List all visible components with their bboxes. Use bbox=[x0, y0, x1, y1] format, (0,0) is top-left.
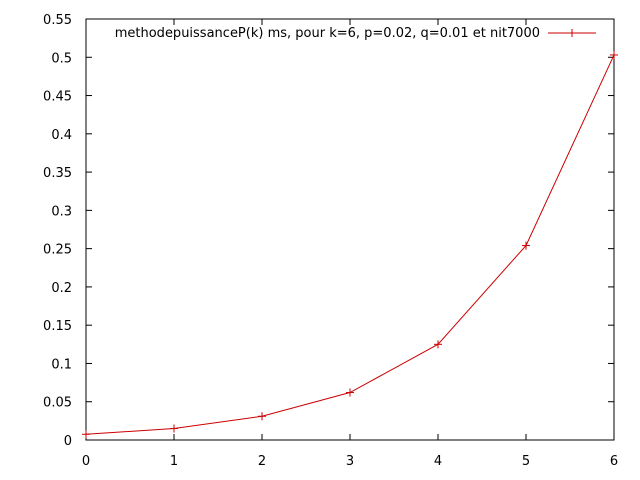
y-tick-label: 0.5 bbox=[51, 51, 72, 66]
data-point bbox=[82, 430, 90, 439]
data-point bbox=[522, 241, 530, 250]
data-point bbox=[610, 50, 618, 59]
data-point bbox=[346, 388, 354, 397]
y-tick-label: 0 bbox=[64, 434, 72, 449]
legend-marker bbox=[568, 29, 576, 37]
x-tick-label: 2 bbox=[258, 454, 266, 469]
data-point bbox=[434, 340, 442, 349]
data-point bbox=[170, 424, 178, 433]
series-line bbox=[85, 54, 615, 435]
y-tick-label: 0.15 bbox=[43, 319, 72, 334]
y-tick-label: 0.25 bbox=[43, 243, 72, 258]
series-layer bbox=[82, 50, 618, 439]
y-tick-label: 0.4 bbox=[51, 128, 72, 143]
y-tick-label: 0.3 bbox=[51, 204, 72, 219]
legend-label: methodepuissanceP(k) ms, pour k=6, p=0.0… bbox=[115, 26, 540, 41]
data-point bbox=[258, 412, 266, 421]
y-tick-label: 0.1 bbox=[51, 357, 72, 372]
legend: methodepuissanceP(k) ms, pour k=6, p=0.0… bbox=[115, 26, 596, 41]
x-tick-label: 3 bbox=[346, 454, 354, 469]
y-tick-label: 0.55 bbox=[43, 13, 72, 28]
y-tick-label: 0.35 bbox=[43, 166, 72, 181]
x-tick-label: 5 bbox=[522, 454, 530, 469]
y-tick-label: 0.2 bbox=[51, 281, 72, 296]
x-tick-label: 1 bbox=[170, 454, 178, 469]
x-tick-label: 0 bbox=[82, 454, 90, 469]
plot-frame bbox=[85, 18, 615, 441]
x-tick-label: 4 bbox=[434, 454, 442, 469]
x-axis: 0 1 2 3 4 5 6 bbox=[82, 19, 618, 469]
y-axis: 0 0.05 0.1 0.15 0.2 0.25 0.3 0.35 0.4 0.45 0.5 0.55 bbox=[43, 13, 614, 449]
y-tick-label: 0.05 bbox=[43, 396, 72, 411]
x-tick-label: 6 bbox=[610, 454, 618, 469]
y-tick-label: 0.45 bbox=[43, 90, 72, 105]
